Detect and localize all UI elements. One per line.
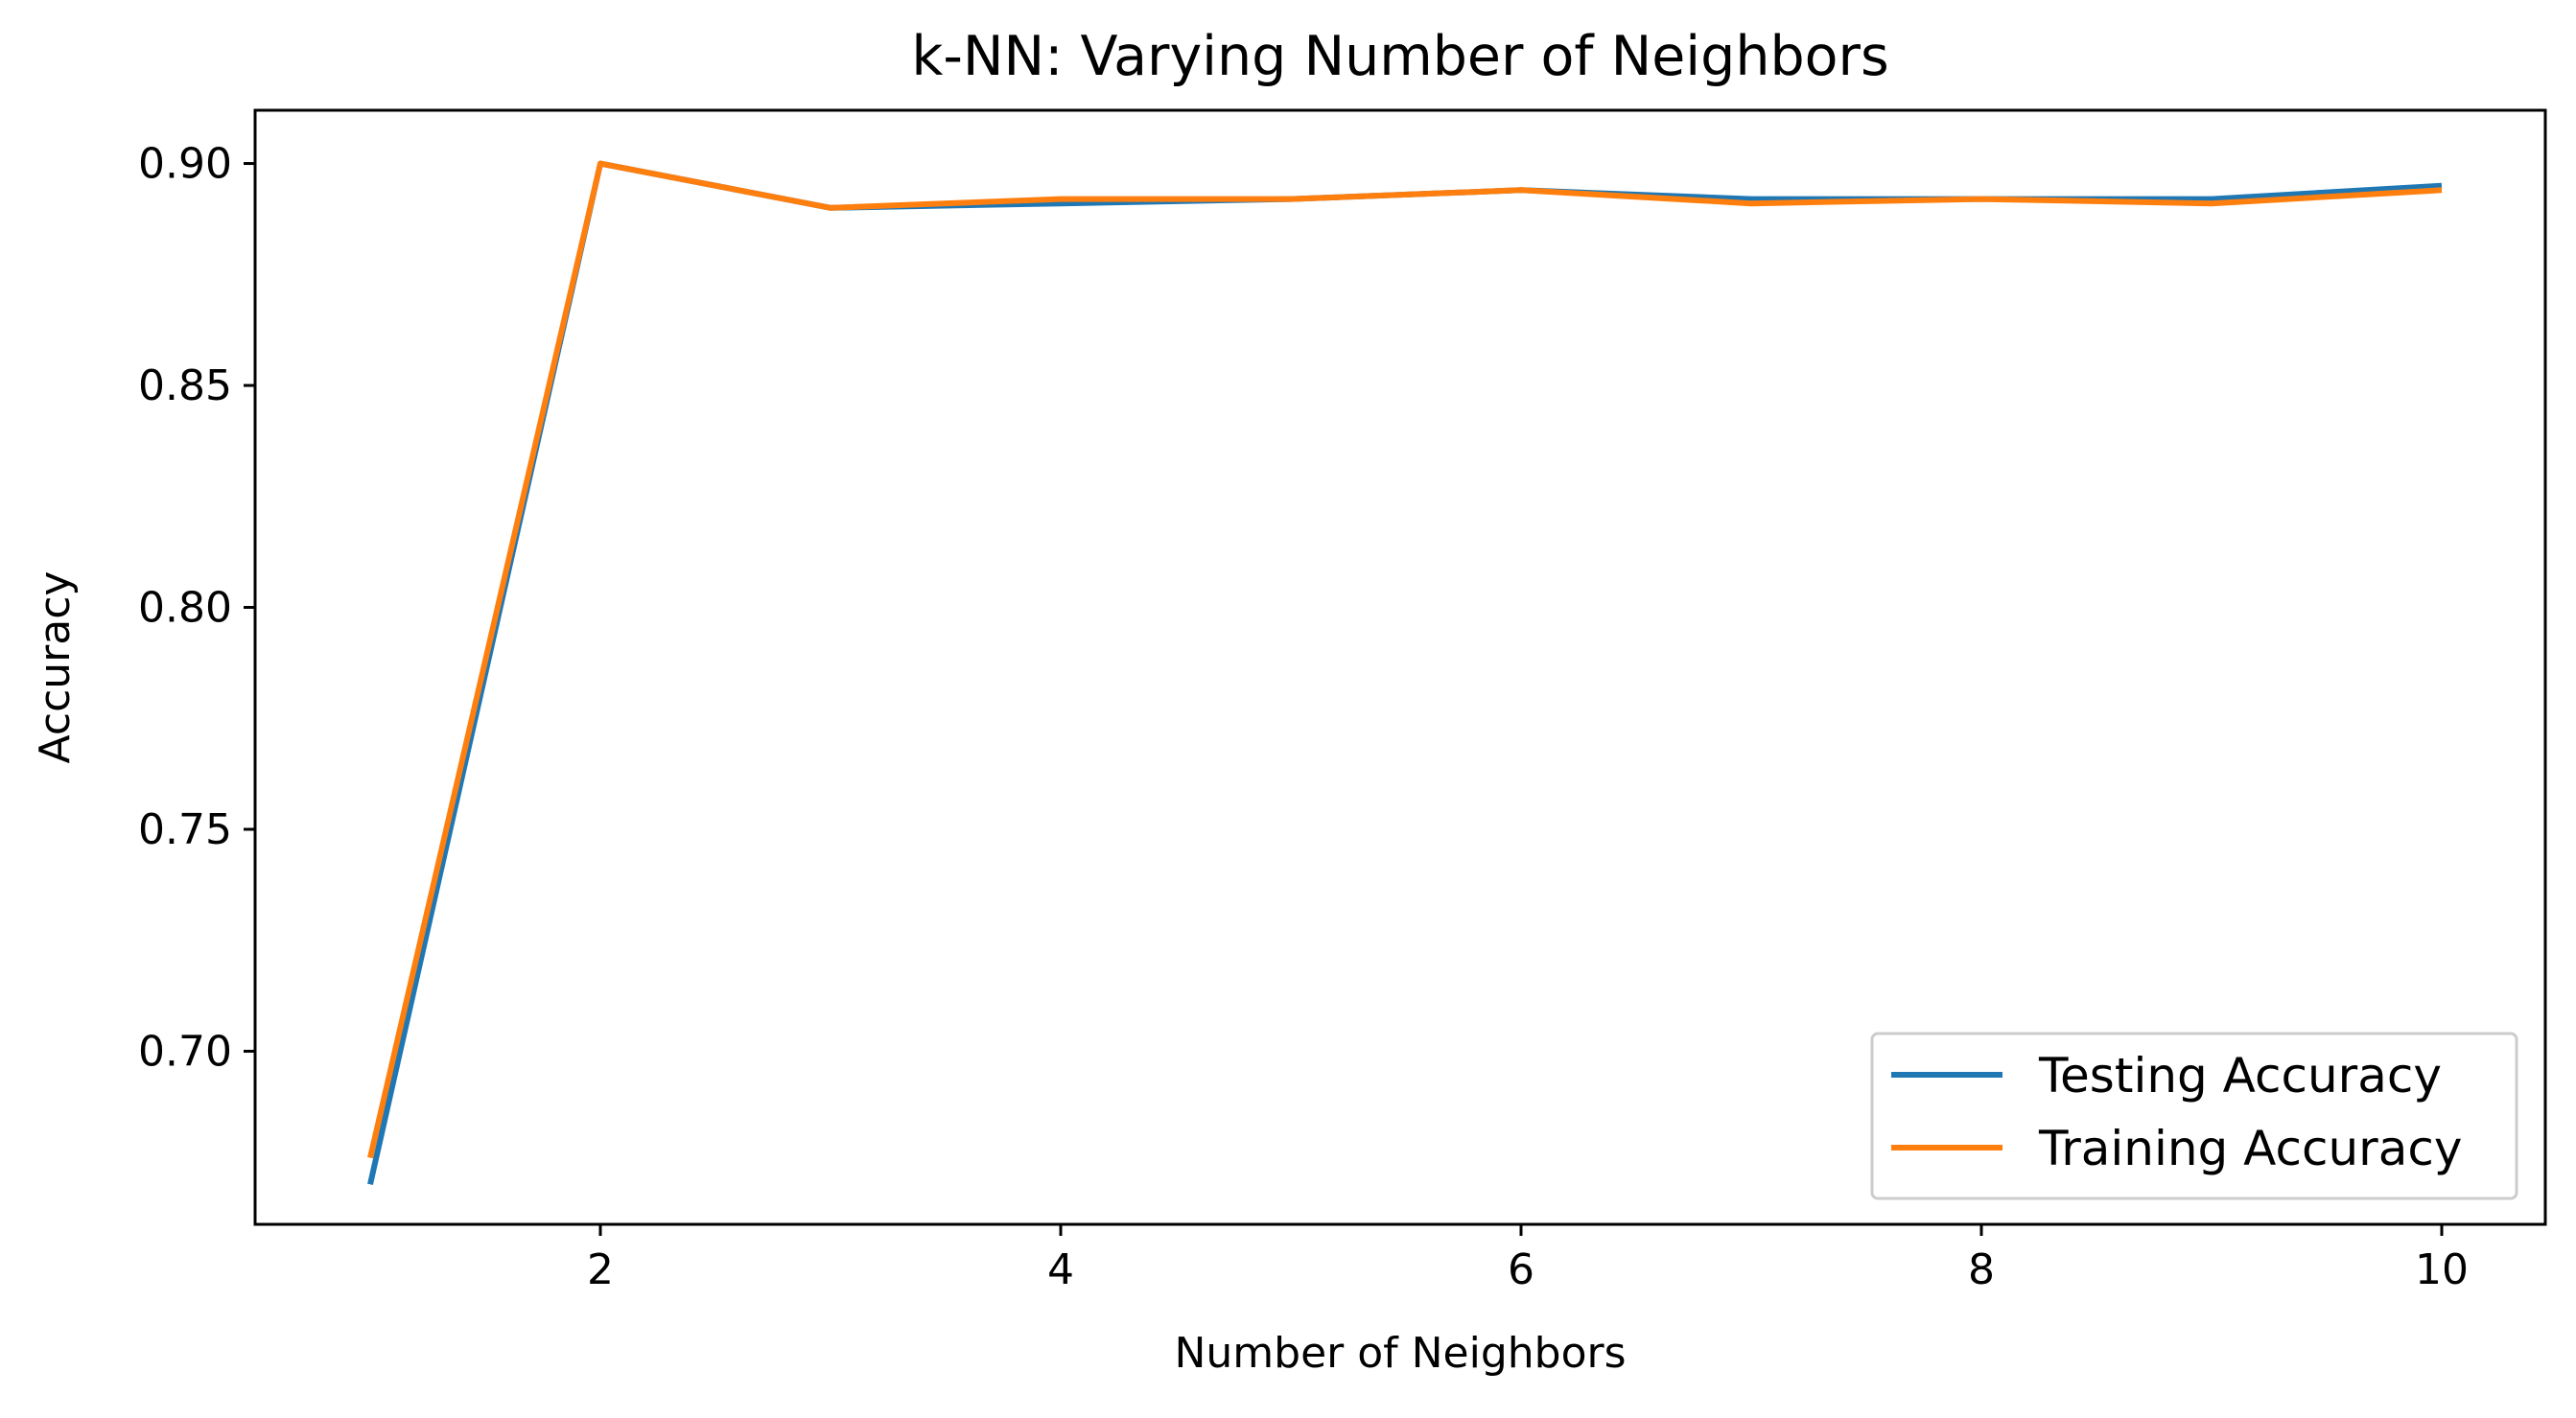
x-tick-label: 2 (587, 1245, 614, 1294)
legend-box (1870, 1032, 2518, 1200)
x-axis-label: Number of Neighbors (1174, 1329, 1626, 1378)
y-tick-label: 0.85 (138, 361, 232, 410)
y-tick-label: 0.90 (138, 140, 232, 189)
plot-frame (253, 108, 2547, 1226)
legend-label-training: Training Accuracy (2038, 1121, 2462, 1176)
y-tick-label: 0.80 (138, 584, 232, 633)
legend-label-testing: Testing Accuracy (2038, 1048, 2442, 1104)
axis-ticks: 2 4 6 8 10 0.70 0.75 0.80 0.85 0.90 (138, 140, 2469, 1294)
y-axis-label: Accuracy (31, 571, 80, 764)
x-tick-label: 4 (1047, 1245, 1074, 1294)
legend: Testing Accuracy Training Accuracy (1870, 1032, 2518, 1200)
y-tick-label: 0.70 (138, 1027, 232, 1076)
chart-title: k-NN: Varying Number of Neighbors (911, 25, 1888, 88)
series-lines (367, 160, 2443, 1185)
series-line-testing-accuracy (367, 160, 2443, 1185)
series-line-training-accuracy (367, 160, 2443, 1159)
x-tick-label: 8 (1968, 1245, 1995, 1294)
y-tick-label: 0.75 (138, 805, 232, 854)
x-tick-label: 10 (2415, 1245, 2469, 1294)
x-tick-label: 6 (1508, 1245, 1534, 1294)
